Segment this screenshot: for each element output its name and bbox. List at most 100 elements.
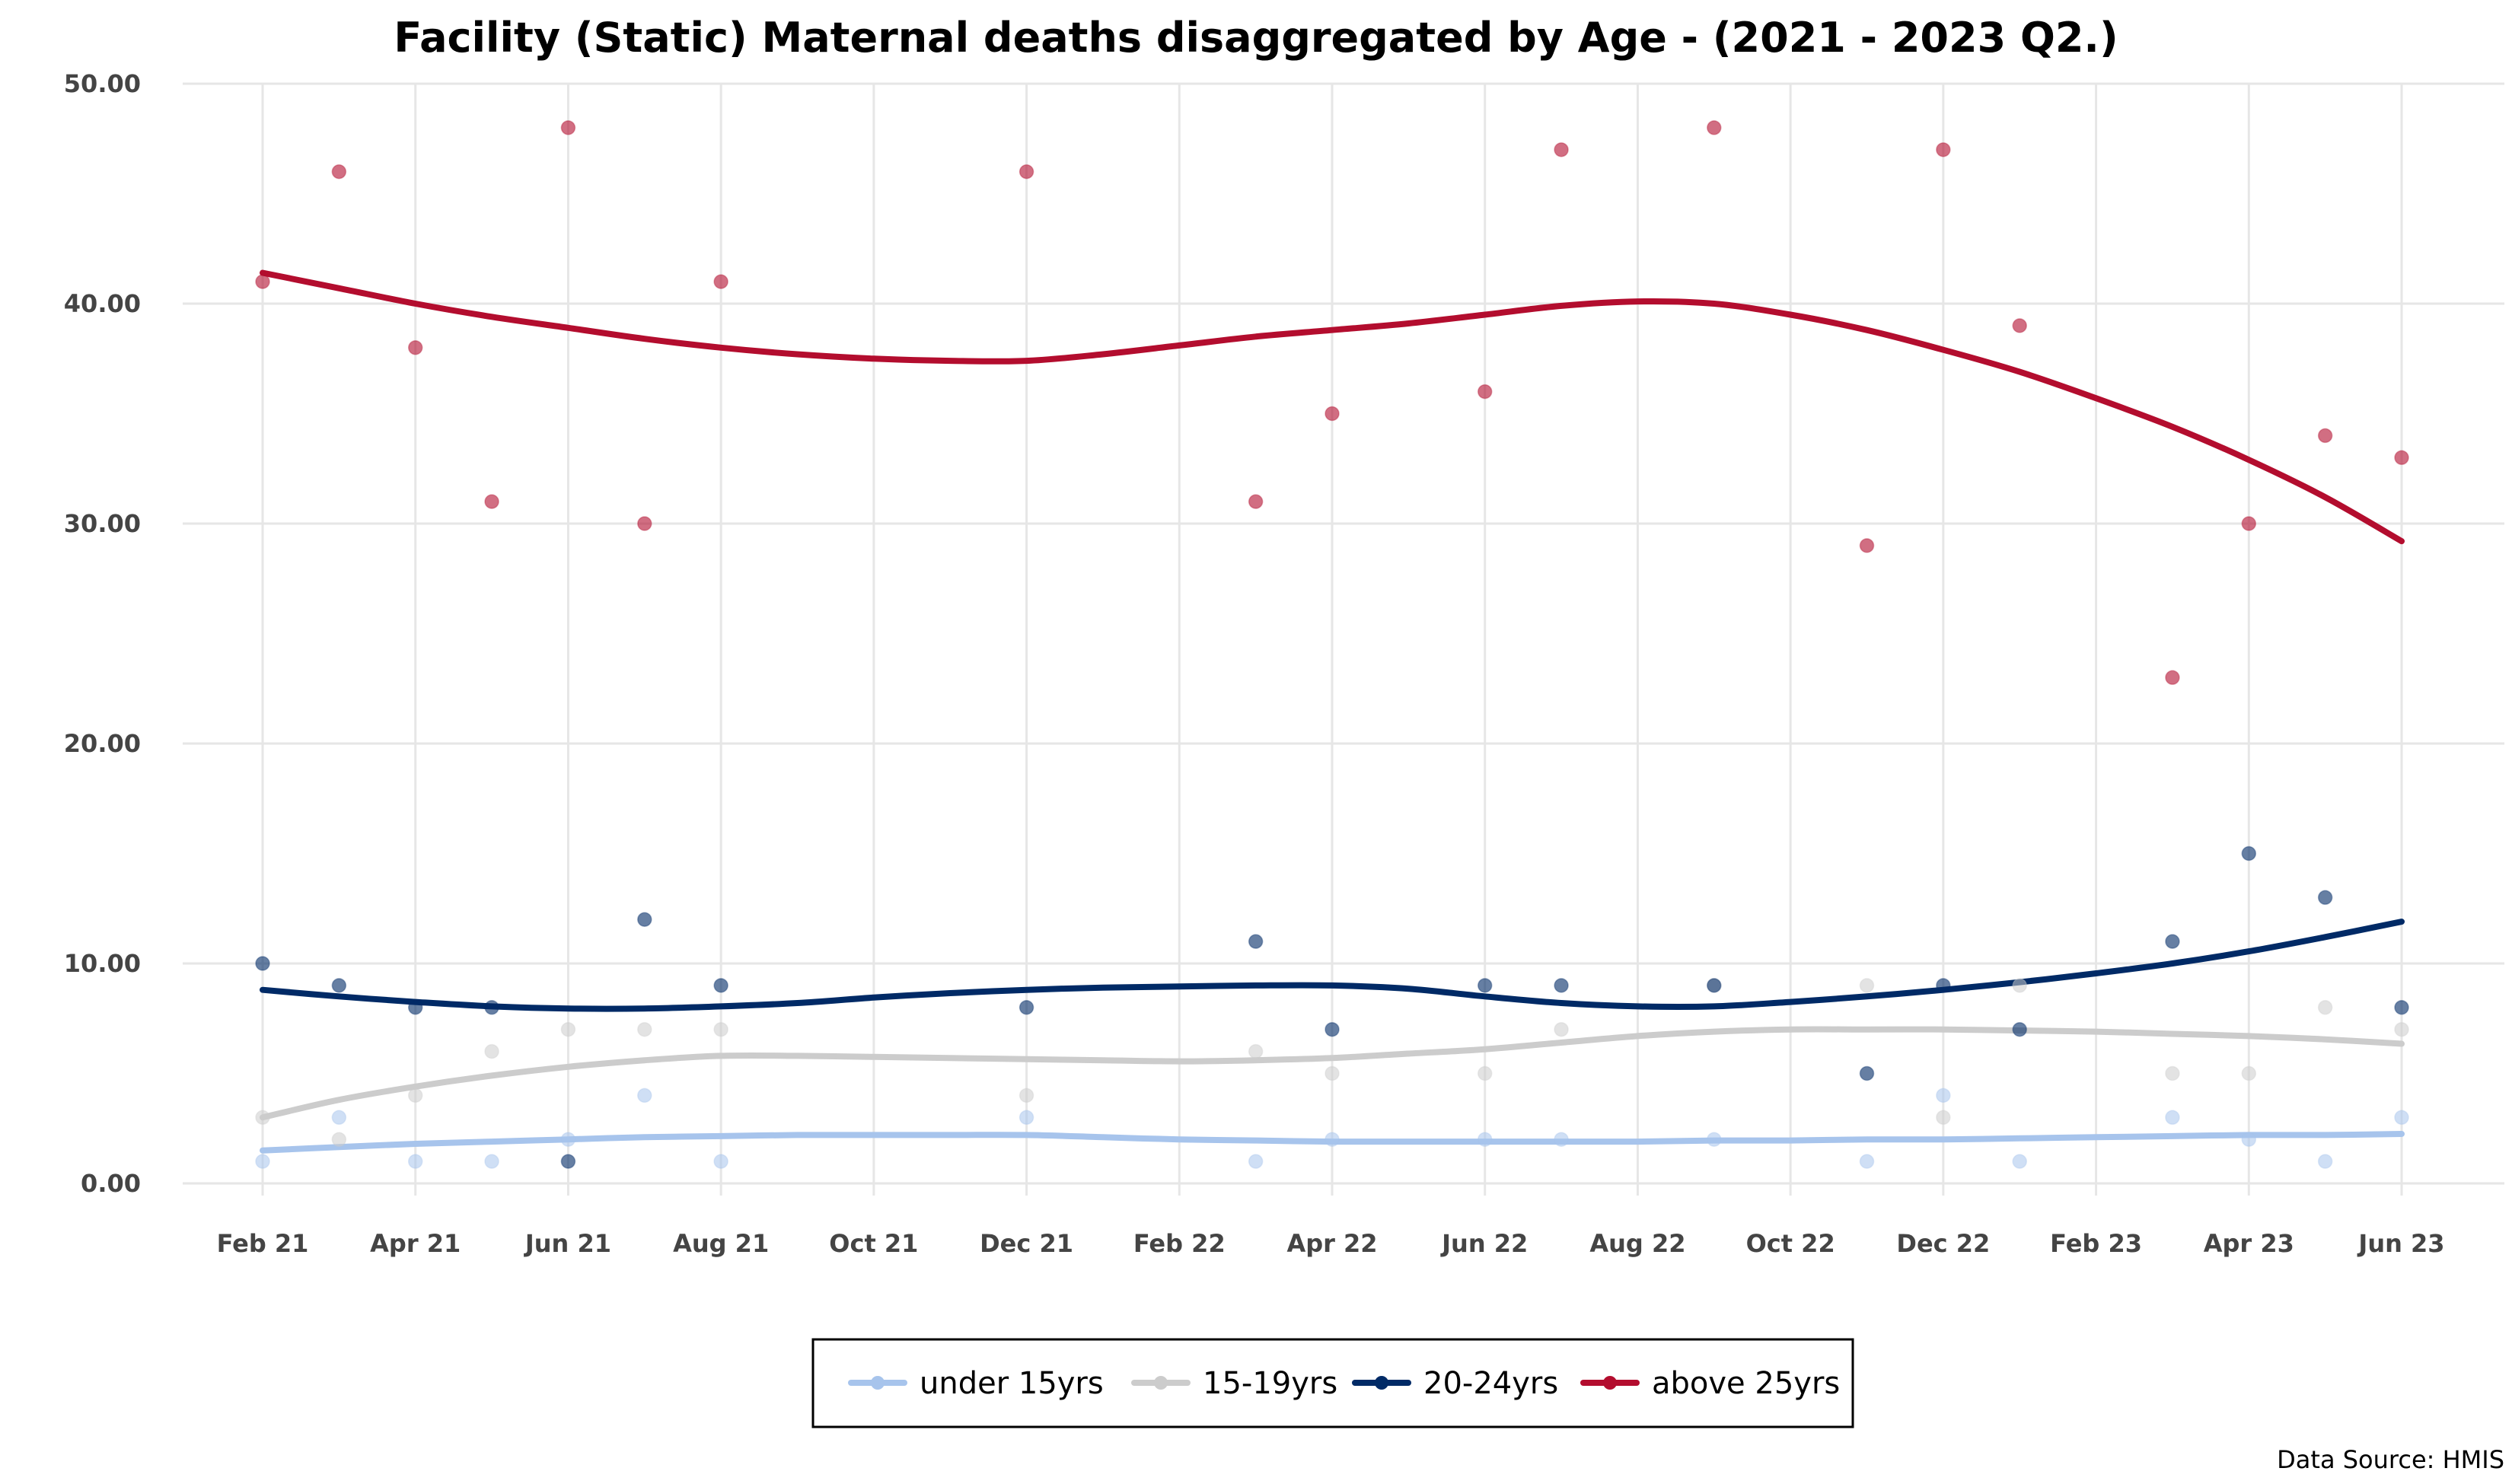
y-tick-label: 10.00 <box>64 949 141 978</box>
point-above-25yrs <box>407 340 423 355</box>
point-under-15yrs <box>637 1088 652 1103</box>
trend-line-20-24yrs <box>260 919 2405 1012</box>
point-above-25yrs <box>1325 406 1340 422</box>
point-20-24yrs <box>1707 978 1722 993</box>
point-above-25yrs <box>1019 164 1034 180</box>
y-axis: 0.00 10.00 20.00 30.00 40.00 50.00 <box>64 69 141 1198</box>
point-20-24yrs <box>1325 1021 1340 1037</box>
point-15-19yrs <box>484 1043 499 1059</box>
x-tick-label: Apr 21 <box>370 1229 461 1258</box>
point-above-25yrs <box>560 120 576 135</box>
trend-line-above-25yrs <box>260 269 2405 545</box>
legend-item-under-15yrs: under 15yrs <box>848 1366 1104 1401</box>
point-15-19yrs <box>2241 1065 2257 1081</box>
legend-label: under 15yrs <box>920 1366 1104 1401</box>
point-15-19yrs <box>1554 1021 1569 1037</box>
point-under-15yrs <box>1477 1132 1493 1147</box>
y-tick-label: 20.00 <box>64 729 141 758</box>
point-above-25yrs <box>2394 450 2409 466</box>
point-15-19yrs <box>1325 1065 1340 1081</box>
point-20-24yrs <box>2241 845 2257 861</box>
point-15-19yrs <box>2012 978 2027 993</box>
point-under-15yrs <box>2165 1110 2180 1126</box>
x-tick-label: Feb 21 <box>217 1229 309 1258</box>
point-20-24yrs <box>2012 1021 2027 1037</box>
y-tick-label: 30.00 <box>64 509 141 538</box>
point-20-24yrs <box>331 978 347 993</box>
point-20-24yrs <box>637 912 652 927</box>
point-under-15yrs <box>1554 1132 1569 1147</box>
data-source-note: Data Source: HMIS <box>2277 1445 2504 1474</box>
legend-label: 20-24yrs <box>1423 1366 1558 1401</box>
point-under-15yrs <box>1936 1088 1951 1103</box>
point-15-19yrs <box>331 1132 347 1147</box>
point-20-24yrs <box>484 1000 499 1015</box>
legend-swatch-dot <box>1154 1376 1168 1390</box>
data-points <box>255 120 2409 1169</box>
point-15-19yrs <box>713 1021 728 1037</box>
point-under-15yrs <box>2241 1132 2257 1147</box>
point-15-19yrs <box>637 1021 652 1037</box>
point-under-15yrs <box>255 1154 270 1169</box>
point-under-15yrs <box>2394 1110 2409 1126</box>
point-20-24yrs <box>2317 890 2333 906</box>
point-20-24yrs <box>1248 934 1264 949</box>
point-20-24yrs <box>560 1154 576 1169</box>
point-above-25yrs <box>637 516 652 531</box>
chart-title: Facility (Static) Maternal deaths disagg… <box>394 14 2118 62</box>
point-above-25yrs <box>1554 142 1569 158</box>
point-15-19yrs <box>1859 978 1875 993</box>
point-above-25yrs <box>1707 120 1722 135</box>
x-tick-label: Apr 22 <box>1286 1229 1377 1258</box>
point-20-24yrs <box>2394 1000 2409 1015</box>
x-tick-label: Oct 22 <box>1746 1229 1835 1258</box>
grid <box>183 82 2504 1196</box>
point-20-24yrs <box>407 1000 423 1015</box>
x-tick-label: Aug 22 <box>1589 1229 1685 1258</box>
x-tick-label: Apr 23 <box>2204 1229 2294 1258</box>
trend-line-15-19yrs <box>260 1026 2405 1121</box>
point-under-15yrs <box>331 1110 347 1126</box>
point-20-24yrs <box>713 978 728 993</box>
x-tick-label: Jun 21 <box>524 1229 611 1258</box>
point-20-24yrs <box>1019 1000 1034 1015</box>
x-tick-label: Jun 23 <box>2357 1229 2444 1258</box>
point-under-15yrs <box>407 1154 423 1169</box>
point-20-24yrs <box>2165 934 2180 949</box>
point-above-25yrs <box>331 164 347 180</box>
legend: under 15yrs 15-19yrs 20-24yrs above 25yrs <box>811 1338 1854 1428</box>
point-above-25yrs <box>255 274 270 289</box>
legend-item-above-25yrs: above 25yrs <box>1580 1366 1840 1401</box>
x-tick-label: Dec 22 <box>1896 1229 1990 1258</box>
point-above-25yrs <box>484 494 499 509</box>
point-under-15yrs <box>1019 1110 1034 1126</box>
point-15-19yrs <box>2317 1000 2333 1015</box>
point-15-19yrs <box>1019 1088 1034 1103</box>
point-above-25yrs <box>713 274 728 289</box>
legend-label: above 25yrs <box>1652 1366 1840 1401</box>
y-tick-label: 0.00 <box>81 1169 141 1198</box>
point-under-15yrs <box>1707 1132 1722 1147</box>
x-axis: Feb 21 Apr 21 Jun 21 Aug 21 Oct 21 Dec 21 Feb … <box>217 1229 2445 1258</box>
legend-box <box>811 1338 1854 1428</box>
point-15-19yrs <box>2394 1021 2409 1037</box>
point-above-25yrs <box>1936 142 1951 158</box>
point-under-15yrs <box>560 1132 576 1147</box>
y-tick-label: 40.00 <box>64 289 141 318</box>
point-under-15yrs <box>2317 1154 2333 1169</box>
point-under-15yrs <box>1248 1154 1264 1169</box>
point-under-15yrs <box>2012 1154 2027 1169</box>
point-under-15yrs <box>1859 1154 1875 1169</box>
legend-swatch-dot <box>871 1376 885 1390</box>
x-tick-label: Oct 21 <box>829 1229 918 1258</box>
point-under-15yrs <box>484 1154 499 1169</box>
point-15-19yrs <box>407 1088 423 1103</box>
y-tick-label: 50.00 <box>64 69 141 98</box>
legend-label: 15-19yrs <box>1203 1366 1337 1401</box>
point-15-19yrs <box>1936 1110 1951 1126</box>
point-under-15yrs <box>713 1154 728 1169</box>
point-above-25yrs <box>1477 384 1493 400</box>
point-15-19yrs <box>1477 1065 1493 1081</box>
point-20-24yrs <box>255 956 270 971</box>
